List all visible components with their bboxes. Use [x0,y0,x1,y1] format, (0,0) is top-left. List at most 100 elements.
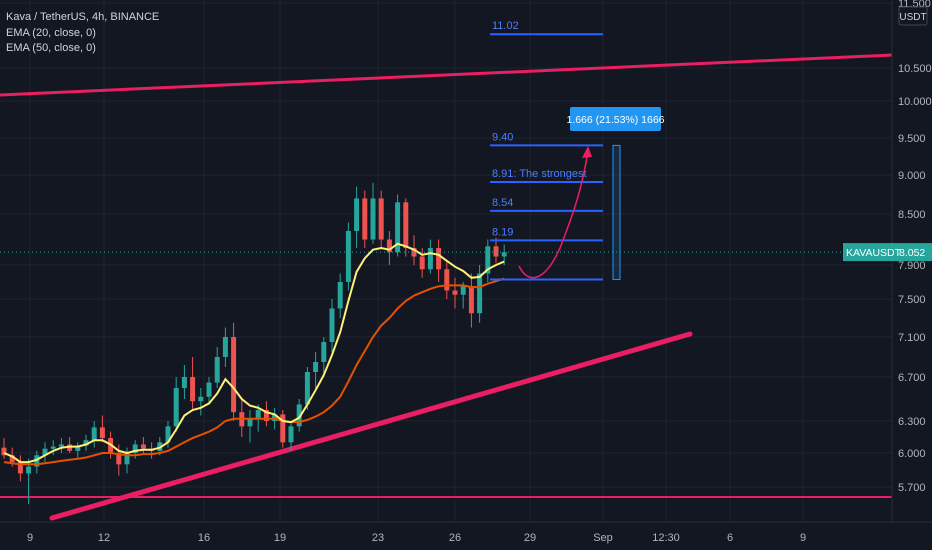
candle-body [83,440,89,446]
fib-level-label: 8.19 [492,226,513,238]
candle [247,410,253,443]
candle [477,265,483,323]
time-axis: 9 12 16 19 23 26 29 Sep 12:30 6 9 [27,532,806,544]
candle-body [460,286,466,295]
candle-body [247,418,253,427]
candle [190,357,196,410]
candle-body [190,377,196,402]
candle-body [99,427,105,439]
candle-body [34,455,40,467]
candle [395,194,401,257]
candle-body [124,453,130,465]
candle-body [116,453,122,465]
candle [452,277,458,309]
candle-body [378,198,384,240]
candle [362,190,368,248]
candles [1,182,507,504]
measure-range [612,144,621,280]
fib-level-label: 11.02 [492,20,519,32]
candle [181,365,187,399]
candle [427,239,433,274]
candle [91,421,97,448]
candle [1,438,7,459]
measure-badge: 1.666 (21.53%) 1666 [566,107,665,131]
candle-body [362,198,368,240]
candle-body [214,357,220,383]
candle [468,273,474,328]
candle [485,239,491,282]
candle [214,347,220,388]
candle-body [436,248,442,270]
candle-body [132,444,138,453]
candle [67,437,73,453]
time-tick-label: 12 [98,532,110,544]
candle-body [272,414,278,421]
time-tick-label: 26 [449,532,461,544]
candle-body [444,269,450,291]
time-tick-label: Sep [593,532,613,544]
candle [99,415,105,443]
candle [231,322,237,421]
price-tick-label: 9.500 [898,133,926,145]
candle [58,438,64,453]
candle-body [1,447,7,456]
candle [337,273,343,318]
candle-body [452,290,458,295]
grid-lines [0,0,892,522]
ema20-line [3,242,505,464]
candle-body [17,462,23,474]
price-tick-label: 11.500 [898,0,931,10]
candle [329,299,335,352]
candle-body [206,382,212,397]
candle [444,260,450,299]
candle [493,237,499,264]
price-axis-bg [892,0,932,550]
candle [354,186,360,248]
candle-body [485,246,491,274]
candle [370,182,376,244]
candle-body [288,426,294,443]
candle-body [198,396,204,402]
candle-body [477,273,483,314]
candle [83,434,89,451]
candle [280,410,286,448]
candle [198,388,204,416]
fib-level-label: 9.40 [492,131,513,143]
candle [42,442,48,463]
candle [263,401,269,427]
fib-level-label: 8.54 [492,197,513,209]
price-tick-label: 6.300 [898,416,926,428]
candle-body [181,377,187,388]
ema50-legend: EMA (50, close, 0) [6,42,96,54]
forecast-arrow-head [582,146,592,158]
candle-body [395,202,401,253]
candle-body [280,414,286,443]
fib-level-label: 8.91: The strongest [492,168,587,180]
candle [124,447,130,474]
current-price-tag [843,243,932,262]
candle-body [321,342,327,362]
price-tick-label: 6.700 [898,372,926,384]
current-price-value: 8.052 [899,247,925,259]
price-tick-label: 7.100 [898,332,926,344]
candle-body [329,308,335,342]
time-tick-label: 6 [727,532,733,544]
candle [50,440,56,456]
candle-body [9,455,15,463]
candle-body [296,404,302,427]
candle-body [58,444,64,447]
time-tick-label: 9 [27,532,33,544]
candle-body [91,427,97,441]
candle-body [173,388,179,427]
candle-body [493,246,499,257]
fib-levels: 11.02 9.40 8.91: The strongest 8.54 8.19 [490,20,603,281]
candle-body [411,248,417,257]
time-tick-label: 23 [372,532,384,544]
candle-body [67,444,73,451]
candle [296,399,302,432]
candle [378,190,384,248]
time-tick-label: 9 [800,532,806,544]
candle-body [337,282,343,309]
